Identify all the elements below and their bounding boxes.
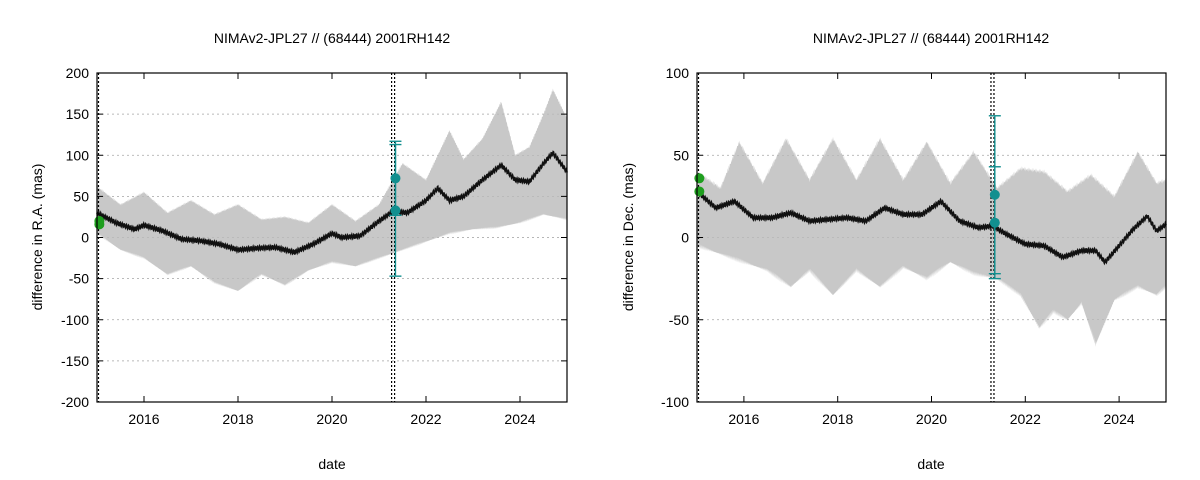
- y-tick-label: -100: [661, 394, 689, 410]
- dec-chart: NIMAv2-JPL27 // (68444) 2001RH142 differ…: [620, 30, 1167, 472]
- mean-difference-line: [96, 150, 568, 256]
- uncertainty-band: [697, 136, 1166, 347]
- x-tick-label: 2018: [822, 411, 853, 427]
- x-tick-label: 2024: [1104, 411, 1135, 427]
- y-tick-label: -100: [61, 312, 89, 328]
- x-tick-label: 2016: [728, 411, 759, 427]
- x-tick-label: 2024: [504, 411, 535, 427]
- grid-overlay: [697, 154, 1166, 321]
- x-tick-label: 2020: [316, 411, 347, 427]
- observation-point: [94, 216, 105, 227]
- uncertainty-band: [97, 88, 567, 291]
- x-tick-label: 2016: [128, 411, 159, 427]
- y-tick-label: -50: [669, 312, 689, 328]
- ra-chart: NIMAv2-JPL27 // (68444) 2001RH142 differ…: [29, 30, 568, 472]
- chart-title: NIMAv2-JPL27 // (68444) 2001RH142: [813, 30, 1050, 46]
- y-axis-label: difference in R.A. (mas): [29, 164, 45, 311]
- y-tick-label: 100: [666, 65, 690, 81]
- mean-difference-line: [696, 189, 1167, 266]
- x-tick-label: 2022: [1010, 411, 1041, 427]
- y-tick-label: 200: [66, 65, 90, 81]
- y-tick-label: 0: [81, 230, 89, 246]
- y-tick-label: 100: [66, 147, 90, 163]
- observation-point: [694, 173, 705, 184]
- grid-overlay: [97, 113, 567, 362]
- y-tick-label: -200: [61, 394, 89, 410]
- chart-title: NIMAv2-JPL27 // (68444) 2001RH142: [214, 30, 451, 46]
- x-tick-label: 2020: [916, 411, 947, 427]
- observation-point: [390, 205, 401, 216]
- y-axis-label: difference in Dec. (mas): [620, 163, 636, 311]
- y-tick-label: 50: [73, 188, 89, 204]
- y-tick-label: 150: [66, 106, 90, 122]
- y-tick-label: -150: [61, 353, 89, 369]
- observation-point: [989, 217, 1000, 228]
- y-tick-label: 0: [681, 230, 689, 246]
- observation-point: [694, 186, 705, 197]
- y-tick-label: -50: [69, 271, 89, 287]
- x-tick-label: 2022: [410, 411, 441, 427]
- x-axis-label: date: [917, 456, 944, 472]
- x-tick-label: 2018: [222, 411, 253, 427]
- y-tick-label: 50: [673, 147, 689, 163]
- x-axis-label: date: [318, 456, 345, 472]
